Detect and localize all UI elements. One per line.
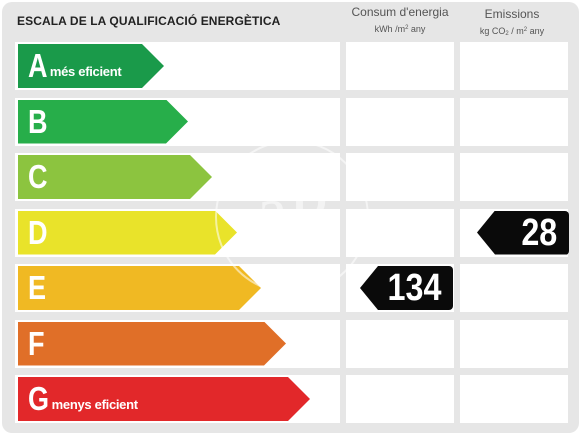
emissions-rating-badge: 28: [477, 210, 569, 255]
class-letter: D: [28, 213, 48, 251]
emissions-cell: [460, 319, 568, 368]
emissions-unit: kg CO2 / m2 any: [479, 26, 545, 37]
emissions-value: 28: [521, 211, 557, 254]
class-arrow-c: C: [18, 155, 212, 199]
class-letter: B: [28, 102, 48, 140]
class-letter: C: [28, 158, 48, 195]
consumption-cell: [346, 375, 454, 423]
class-letter: A: [28, 47, 48, 84]
consumption-value: 134: [387, 267, 441, 309]
class-arrow-d: D: [18, 211, 237, 255]
consumption-cell: [346, 319, 454, 368]
consumption-cell: [346, 208, 454, 257]
class-arrow-e: E: [18, 266, 261, 310]
emissions-label: Emissions: [484, 7, 540, 21]
class-letter: G: [28, 380, 50, 417]
consumption-rating-badge: 134: [360, 266, 453, 310]
class-note: menys eficient: [51, 396, 138, 412]
consumption-cell: [346, 153, 454, 201]
emissions-cell: [460, 153, 568, 201]
emissions-column-header: Emissions kg CO2 / m2 any: [458, 7, 566, 40]
class-arrow-f: F: [18, 322, 286, 366]
emissions-cell: [460, 97, 568, 146]
emissions-cell: [460, 264, 568, 312]
class-arrow-b: B: [18, 100, 188, 144]
consumption-cell: [346, 42, 454, 90]
consumption-unit: kWh /m2 any: [374, 24, 426, 34]
emissions-cell: [460, 42, 568, 90]
class-letter: E: [28, 269, 47, 306]
class-letter: F: [28, 324, 45, 362]
consumption-column-header: Consum d'energia kWh /m2 any: [345, 5, 455, 35]
emissions-cell: [460, 375, 568, 423]
consumption-cell: [346, 97, 454, 146]
consumption-label: Consum d'energia: [351, 5, 449, 19]
scale-title: ESCALA DE LA QUALIFICACIÓ ENERGÈTICA: [17, 14, 281, 28]
class-note: més eficient: [49, 63, 122, 79]
